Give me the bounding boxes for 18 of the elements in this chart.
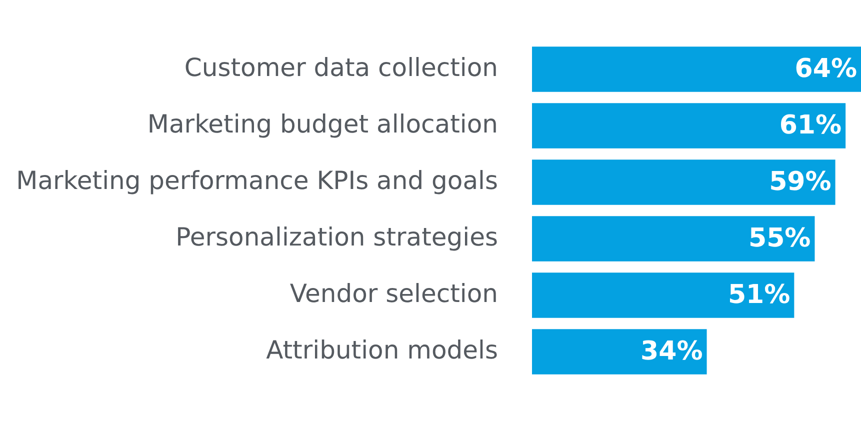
bar [532, 272, 794, 318]
y-tick-label: Vendor selection [290, 278, 498, 308]
bar [532, 46, 861, 92]
data-label: 59% [769, 167, 832, 197]
data-label: 55% [748, 224, 811, 254]
data-label: 51% [728, 280, 790, 310]
y-tick-label: Personalization strategies [176, 222, 498, 252]
bar [532, 216, 815, 262]
y-tick-label: Customer data collection [184, 52, 498, 82]
bar [532, 329, 707, 374]
bar [532, 160, 836, 205]
y-tick-label: Marketing budget allocation [147, 109, 498, 138]
data-label: 34% [640, 336, 703, 366]
bar [532, 103, 846, 148]
y-tick-label: Attribution models [266, 335, 498, 364]
data-label: 64% [794, 54, 857, 84]
data-label: 61% [779, 110, 842, 140]
y-tick-label: Marketing performance KPIs and goals [16, 166, 498, 195]
